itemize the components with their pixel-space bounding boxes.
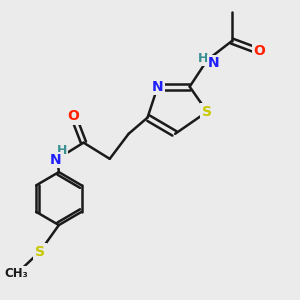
Text: O: O [254,44,266,58]
Text: N: N [208,56,219,70]
Text: O: O [68,109,79,123]
Text: S: S [202,105,212,119]
Text: H: H [57,144,67,157]
Text: CH₃: CH₃ [5,267,28,280]
Text: S: S [35,244,45,259]
Text: N: N [152,80,164,94]
Text: N: N [50,153,62,167]
Text: H: H [198,52,208,65]
